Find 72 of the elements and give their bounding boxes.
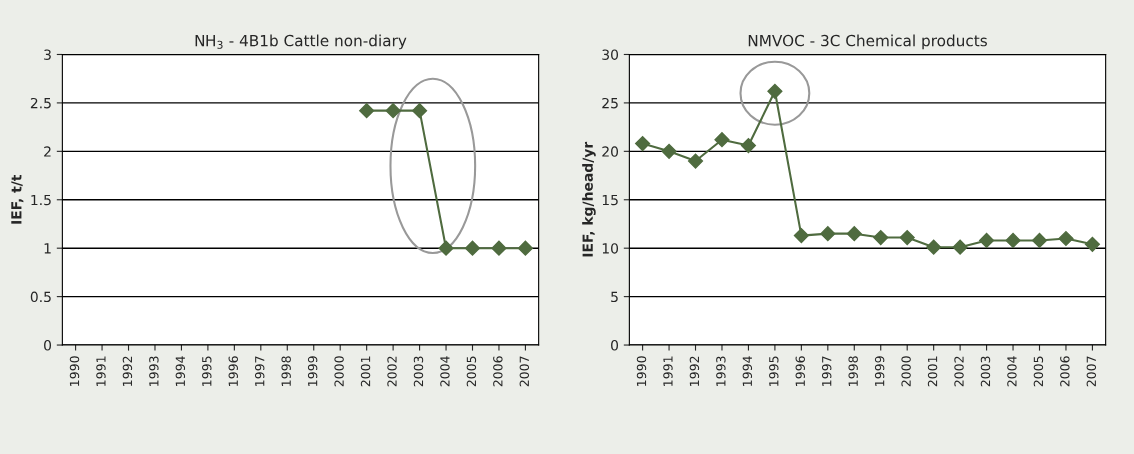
point <box>714 132 730 148</box>
x-tick-label: 1999 <box>307 356 318 386</box>
y-axis-title: IEF, t/t <box>11 174 24 224</box>
y-tick-label: 30 <box>602 49 619 60</box>
x-tick-label: 1997 <box>254 356 265 386</box>
x-tick-label: 1993 <box>149 356 159 386</box>
y-tick-label: 10 <box>602 243 619 254</box>
y-tick-label: 0 <box>611 340 619 351</box>
point <box>1084 236 1100 252</box>
x-tick-label: 1998 <box>281 356 291 386</box>
y-tick-label: 5 <box>611 291 618 303</box>
x-tick-label: 2007 <box>1086 356 1097 387</box>
y-tick-label: 2.5 <box>30 97 51 109</box>
x-tick-label: 2001 <box>927 356 938 387</box>
x-tick-label: 1995 <box>769 356 779 386</box>
x-tick-label: 1995 <box>202 356 212 386</box>
point <box>899 229 915 246</box>
x-tick-label: 1994 <box>175 356 186 386</box>
point <box>926 239 942 255</box>
point <box>1058 230 1074 247</box>
y-tick-label: 1.5 <box>31 194 51 206</box>
x-tick-label: 2002 <box>387 356 397 387</box>
x-tick-label: 2006 <box>493 356 503 387</box>
x-tick-label: 1994 <box>742 356 753 386</box>
y-tick-label: 0.5 <box>30 291 51 303</box>
x-tick-label: 1997 <box>821 356 832 386</box>
y-tick-label: 15 <box>602 194 618 206</box>
x-tick-label: 1990 <box>636 356 647 386</box>
x-tick-label: 2007 <box>519 356 530 387</box>
x-tick-label: 2002 <box>954 356 964 387</box>
point <box>820 226 836 242</box>
x-tick-label: 1992 <box>689 356 700 386</box>
x-tick-label: 2003 <box>980 356 991 387</box>
x-tick-label: 1998 <box>848 356 858 386</box>
point <box>661 143 677 159</box>
point <box>687 153 704 169</box>
point <box>873 229 889 246</box>
point <box>846 226 862 242</box>
x-tick-label: 1996 <box>795 356 805 386</box>
y-tick-label: 0 <box>44 340 52 351</box>
point <box>767 83 783 99</box>
chart-title: NMVOC - 3C Chemical products <box>748 34 987 50</box>
x-tick-label: 2001 <box>360 356 371 387</box>
x-tick-label: 2000 <box>901 356 911 387</box>
chart-title: NH$_{3}$ - 4B1b Cattle non-diary <box>195 34 407 50</box>
x-tick-label: 2000 <box>334 356 344 387</box>
point <box>793 228 809 244</box>
x-tick-label: 2004 <box>440 356 450 387</box>
point <box>635 136 651 152</box>
y-axis-title: IEF, kg/head/yr <box>582 141 596 257</box>
x-tick-label: 1991 <box>96 356 106 386</box>
x-tick-label: 2006 <box>1060 356 1070 387</box>
x-tick-label: 2004 <box>1007 356 1017 387</box>
x-tick-label: 2005 <box>466 356 477 387</box>
x-tick-label: 1993 <box>716 356 726 386</box>
point <box>979 232 995 249</box>
x-tick-label: 1991 <box>663 356 673 386</box>
point <box>1031 232 1048 249</box>
x-tick-label: 1992 <box>122 356 133 386</box>
x-tick-label: 1999 <box>874 356 885 386</box>
y-tick-label: 2 <box>44 146 51 157</box>
y-tick-label: 20 <box>602 146 619 157</box>
y-tick-label: 1 <box>44 243 51 254</box>
point <box>740 137 757 154</box>
x-tick-label: 2003 <box>413 356 424 387</box>
point <box>952 239 968 255</box>
y-tick-label: 25 <box>602 97 618 109</box>
point <box>1005 232 1021 249</box>
x-tick-label: 2005 <box>1033 356 1044 387</box>
x-tick-label: 1996 <box>228 356 238 386</box>
y-tick-label: 3 <box>44 49 51 60</box>
x-tick-label: 1990 <box>69 356 80 386</box>
